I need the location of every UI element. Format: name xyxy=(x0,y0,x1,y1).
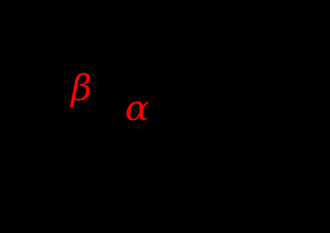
Text: α: α xyxy=(125,94,149,128)
Text: β: β xyxy=(70,73,91,107)
